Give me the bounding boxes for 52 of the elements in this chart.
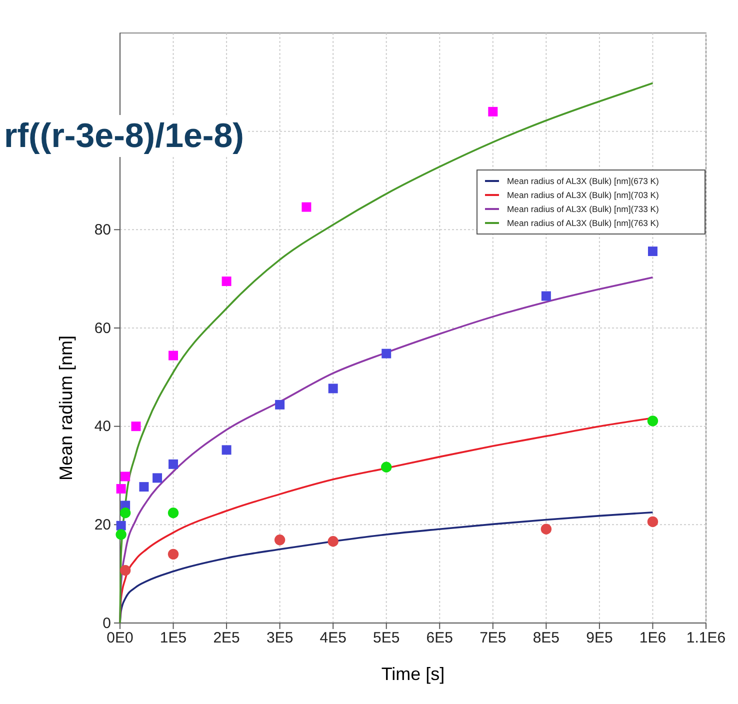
x-tick-label: 7E5 (480, 630, 506, 647)
point (302, 202, 312, 212)
point (168, 459, 178, 469)
x-tick-label: 2E5 (213, 630, 240, 647)
point (647, 516, 658, 528)
point (541, 291, 551, 301)
point (222, 445, 232, 455)
point (648, 246, 658, 256)
x-tick-label: 3E5 (266, 630, 294, 647)
point (139, 482, 149, 492)
legend-label: Mean radius of AL3X (Bulk) [nm](673 K) (507, 176, 660, 186)
x-axis-title: Time [s] (381, 664, 445, 684)
point (168, 508, 179, 518)
point (168, 350, 178, 360)
point (382, 348, 392, 358)
point (120, 508, 131, 518)
point (647, 416, 658, 426)
x-tick-label: 0E0 (106, 630, 134, 647)
point (152, 473, 162, 483)
point (116, 520, 126, 530)
point (168, 548, 179, 560)
x-tick-label: 8E5 (532, 630, 560, 647)
legend-label: Mean radius of AL3X (Bulk) [nm](763 K) (507, 218, 660, 228)
point (222, 276, 232, 286)
y-tick-label: 60 (94, 320, 111, 337)
point (328, 384, 338, 394)
point (488, 106, 498, 116)
legend-label: Mean radius of AL3X (Bulk) [nm](703 K) (507, 190, 660, 200)
point (120, 472, 130, 482)
point (131, 422, 141, 432)
point (381, 462, 392, 472)
y-tick-label: 80 (94, 221, 111, 238)
y-axis-title: Mean radium [nm] (56, 335, 76, 481)
y-tick-label: 40 (94, 418, 111, 436)
point (328, 536, 338, 547)
text: rf((r-3e-8)/1e-8) (4, 117, 244, 155)
point (116, 529, 126, 540)
y-tick-label: 20 (94, 516, 111, 534)
point (540, 524, 552, 534)
point (275, 400, 285, 410)
point (116, 484, 126, 494)
y-tick-label: 0 (102, 614, 111, 632)
x-tick-label: 1.1E6 (686, 630, 726, 647)
legend-label: Mean radius of AL3X (Bulk) [nm](733 K) (507, 204, 660, 214)
x-tick-label: 6E5 (426, 630, 453, 647)
x-tick-label: 1E5 (160, 630, 187, 647)
x-tick-label: 9E5 (586, 630, 613, 647)
x-tick-label: 1E6 (639, 630, 666, 647)
point (274, 534, 286, 546)
x-tick-label: 4E5 (320, 630, 346, 647)
point (120, 565, 131, 576)
x-tick-label: 5E5 (373, 630, 400, 647)
